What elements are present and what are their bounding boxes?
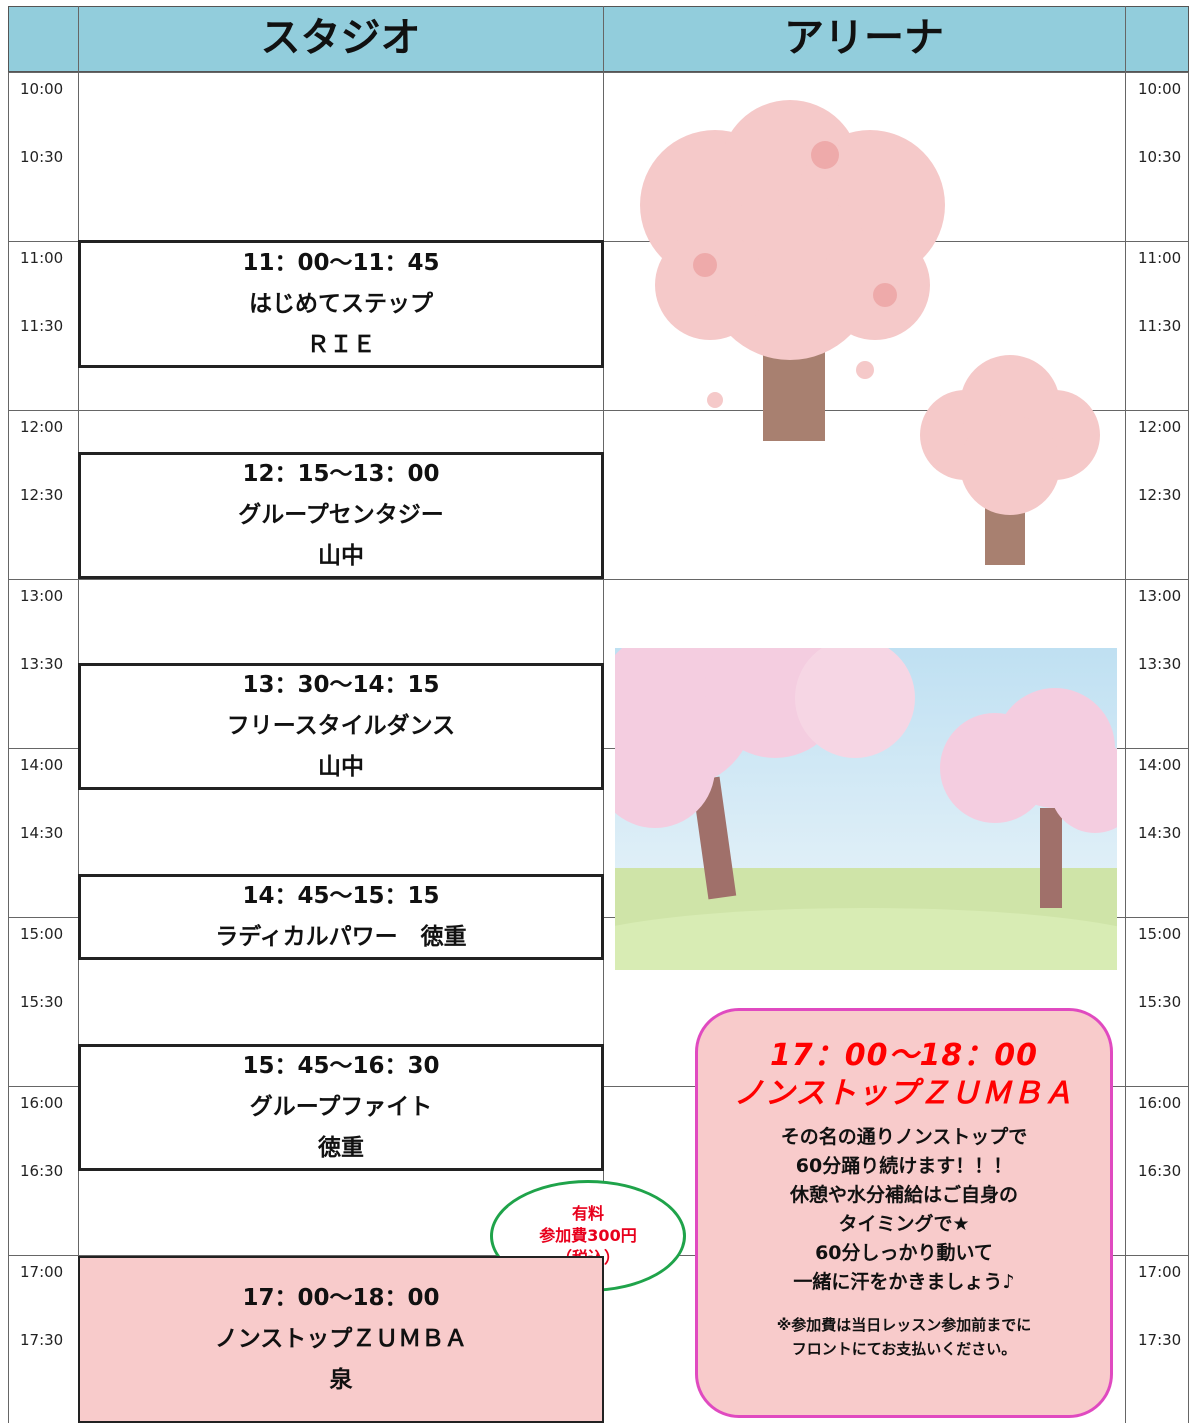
time-label: 13:00 xyxy=(1138,587,1182,605)
lesson-block: 12：15～13：00 グループセンタジー 山中 xyxy=(78,452,604,579)
lesson-text: 13：30～14：15 xyxy=(242,672,440,698)
event-title: ノンストップＺＵＭＢＡ xyxy=(733,1076,1075,1111)
time-label: 11:30 xyxy=(1138,317,1182,335)
hour-line xyxy=(8,410,1189,411)
lesson-text: 14：45～15：15 xyxy=(242,883,440,909)
time-label: 14:30 xyxy=(1138,824,1182,842)
spacer xyxy=(698,1297,1110,1313)
event-text: 60分踊り続けます！！！ xyxy=(795,1155,1013,1177)
time-label: 13:30 xyxy=(1138,655,1182,673)
time-label: 10:00 xyxy=(1138,80,1182,98)
time-label: 13:00 xyxy=(20,587,64,605)
lesson-block: 17：00～18：00 ノンストップＺＵＭＢＡ 泉 xyxy=(78,1256,604,1423)
lesson-text: フリースタイルダンス xyxy=(226,713,456,739)
cherry-trees-illustration xyxy=(640,100,1100,565)
time-label: 15:00 xyxy=(1138,925,1182,943)
time-label: 12:00 xyxy=(20,418,64,436)
divider xyxy=(78,6,79,72)
hour-line xyxy=(8,579,1189,580)
event-text: 休憩や水分補給はご自身の xyxy=(789,1184,1018,1206)
column-title: アリーナ xyxy=(784,15,944,61)
lesson-text: 17：00～18：00 xyxy=(242,1285,440,1311)
badge-text: 参加費300円 xyxy=(539,1226,637,1245)
column-line xyxy=(8,72,9,1423)
event-text: 60分しっかり動いて xyxy=(815,1242,993,1264)
time-label: 17:30 xyxy=(20,1331,64,1349)
lesson-text: 11：00～11：45 xyxy=(242,249,440,276)
time-label: 16:30 xyxy=(20,1162,64,1180)
time-label: 14:30 xyxy=(20,824,64,842)
time-label: 11:30 xyxy=(20,317,64,335)
time-label: 16:30 xyxy=(1138,1162,1182,1180)
time-label: 10:00 xyxy=(20,80,64,98)
event-note: ※参加費は当日レッスン参加前までに xyxy=(776,1316,1032,1334)
time-label: 12:30 xyxy=(20,486,64,504)
column-line xyxy=(1188,72,1189,1423)
lesson-text: 12：15～13：00 xyxy=(242,461,440,487)
lesson-text: 山中 xyxy=(318,754,364,780)
time-label: 15:30 xyxy=(1138,993,1182,1011)
event-text: その名の通りノンストップで xyxy=(780,1126,1028,1148)
lesson-block: 13：30～14：15 フリースタイルダンス 山中 xyxy=(78,663,604,790)
time-label: 15:30 xyxy=(20,993,64,1011)
time-label: 10:30 xyxy=(20,148,64,166)
lesson-text: はじめてステップ xyxy=(249,290,433,317)
time-label: 15:00 xyxy=(20,925,64,943)
lesson-text: 15：45～16：30 xyxy=(242,1053,440,1079)
header-bar xyxy=(8,6,1189,72)
time-label: 17:30 xyxy=(1138,1331,1182,1349)
lesson-block: 11：00～11：45 はじめてステップ ＲＩＥ xyxy=(78,240,604,368)
lesson-text: グループファイト xyxy=(249,1094,433,1120)
event-text: タイミングで★ xyxy=(838,1213,970,1235)
time-label: 14:00 xyxy=(1138,756,1182,774)
spring-landscape-illustration xyxy=(615,648,1117,970)
lesson-block: 14：45～15：15 ラディカルパワー 徳重 xyxy=(78,874,604,960)
divider xyxy=(1125,6,1126,72)
event-text: 一緒に汗をかきましょう♪ xyxy=(793,1271,1015,1293)
lesson-text: グループセンタジー xyxy=(238,502,444,528)
time-label: 12:30 xyxy=(1138,486,1182,504)
lesson-text: ノンストップＺＵＭＢＡ xyxy=(214,1326,468,1352)
time-label: 14:00 xyxy=(20,756,64,774)
event-title: 17：00～18：00 xyxy=(770,1038,1038,1073)
time-label: 12:00 xyxy=(1138,418,1182,436)
event-note: フロントにてお支払いください。 xyxy=(791,1340,1017,1358)
spacer xyxy=(698,1113,1110,1123)
time-label: 11:00 xyxy=(20,249,64,267)
lesson-text: 泉 xyxy=(329,1367,353,1393)
lesson-block: 15：45～16：30 グループファイト 徳重 xyxy=(78,1044,604,1171)
time-label: 10:30 xyxy=(1138,148,1182,166)
time-label: 16:00 xyxy=(1138,1094,1182,1112)
time-label: 11:00 xyxy=(1138,249,1182,267)
lesson-text: ＲＩＥ xyxy=(306,331,376,358)
column-line xyxy=(1125,72,1126,1423)
column-title: スタジオ xyxy=(260,15,421,61)
lesson-text: ラディカルパワー 徳重 xyxy=(215,924,467,950)
event-card: 17：00～18：00 ノンストップＺＵＭＢＡ その名の通りノンストップで 60分踊り… xyxy=(695,1008,1113,1418)
time-label: 17:00 xyxy=(1138,1263,1182,1281)
time-label: 13:30 xyxy=(20,655,64,673)
hour-line xyxy=(8,72,1189,73)
divider xyxy=(603,6,604,72)
badge-text: 有料 xyxy=(571,1204,604,1223)
time-label: 17:00 xyxy=(20,1263,64,1281)
time-label: 16:00 xyxy=(20,1094,64,1112)
lesson-text: 徳重 xyxy=(318,1135,364,1161)
lesson-text: 山中 xyxy=(318,543,364,569)
